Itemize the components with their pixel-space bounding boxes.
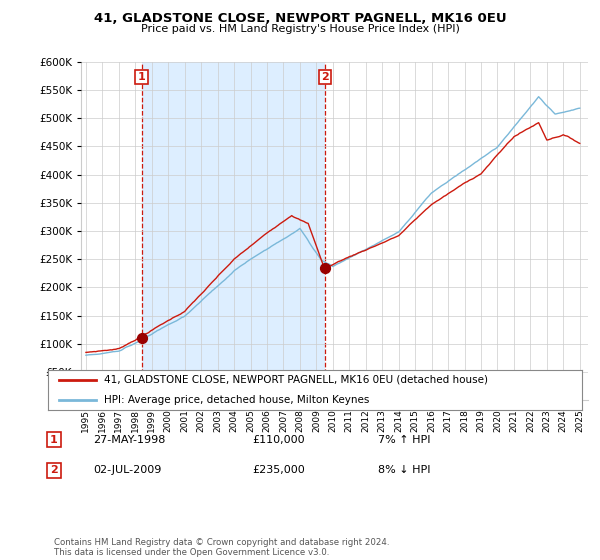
- Bar: [142, 62, 325, 400]
- Text: 41, GLADSTONE CLOSE, NEWPORT PAGNELL, MK16 0EU (detached house): 41, GLADSTONE CLOSE, NEWPORT PAGNELL, MK…: [104, 375, 488, 385]
- Text: Price paid vs. HM Land Registry's House Price Index (HPI): Price paid vs. HM Land Registry's House …: [140, 24, 460, 34]
- Text: 02-JUL-2009: 02-JUL-2009: [93, 465, 161, 475]
- Text: 1: 1: [50, 435, 58, 445]
- Text: 8% ↓ HPI: 8% ↓ HPI: [378, 465, 431, 475]
- Text: 2: 2: [321, 72, 328, 82]
- Point: [320, 263, 329, 272]
- Text: Contains HM Land Registry data © Crown copyright and database right 2024.
This d: Contains HM Land Registry data © Crown c…: [54, 538, 389, 557]
- Text: 1: 1: [138, 72, 145, 82]
- Text: 41, GLADSTONE CLOSE, NEWPORT PAGNELL, MK16 0EU: 41, GLADSTONE CLOSE, NEWPORT PAGNELL, MK…: [94, 12, 506, 25]
- Text: 2: 2: [50, 465, 58, 475]
- Text: £110,000: £110,000: [252, 435, 305, 445]
- Text: HPI: Average price, detached house, Milton Keynes: HPI: Average price, detached house, Milt…: [104, 395, 370, 405]
- Text: 7% ↑ HPI: 7% ↑ HPI: [378, 435, 431, 445]
- Point: [137, 334, 146, 343]
- Text: 27-MAY-1998: 27-MAY-1998: [93, 435, 166, 445]
- Text: £235,000: £235,000: [252, 465, 305, 475]
